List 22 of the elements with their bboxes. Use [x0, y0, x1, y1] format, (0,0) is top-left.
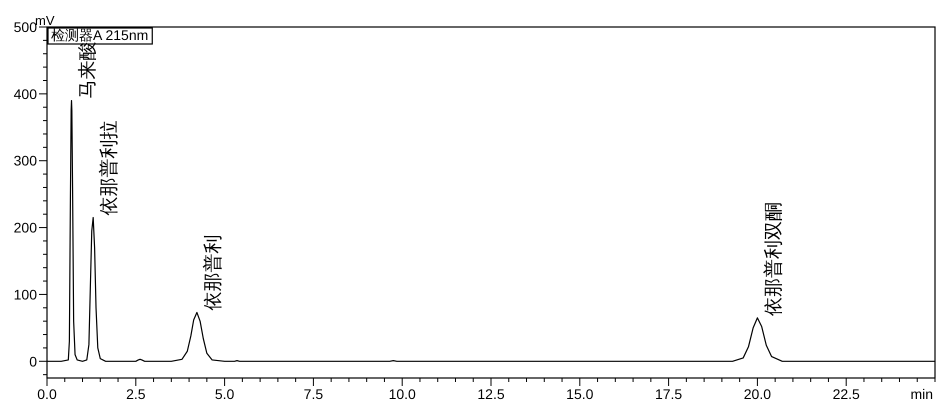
- x-axis-title: min: [910, 386, 933, 401]
- annotation: 依那普利: [202, 234, 224, 310]
- x-tick-label: 22.5: [832, 386, 860, 401]
- x-tick-label: 2.5: [126, 386, 146, 401]
- x-tick-label: 12.5: [477, 386, 505, 401]
- x-tick-label: 20.0: [744, 386, 772, 401]
- x-tick-label: 10.0: [388, 386, 416, 401]
- y-axis-title: mV: [35, 13, 55, 28]
- x-tick-label: 17.5: [654, 386, 682, 401]
- y-tick-label: 300: [14, 152, 38, 169]
- x-tick-label: 5.0: [214, 386, 235, 401]
- y-tick-label: 200: [14, 220, 38, 236]
- annotation: 依那普利双酮: [762, 202, 784, 316]
- annotation: 检测器A 215nm: [51, 27, 148, 43]
- y-tick-label: 0: [29, 353, 38, 370]
- annotation: 马来酸: [78, 42, 99, 99]
- y-tick-label: 400: [14, 86, 38, 102]
- x-tick-label: 0.0: [37, 386, 57, 401]
- x-tick-label: 15.0: [566, 386, 594, 401]
- annotation: 依那普利拉: [98, 120, 120, 216]
- x-tick-label: 7.5: [304, 386, 324, 401]
- y-tick-label: 100: [14, 286, 38, 302]
